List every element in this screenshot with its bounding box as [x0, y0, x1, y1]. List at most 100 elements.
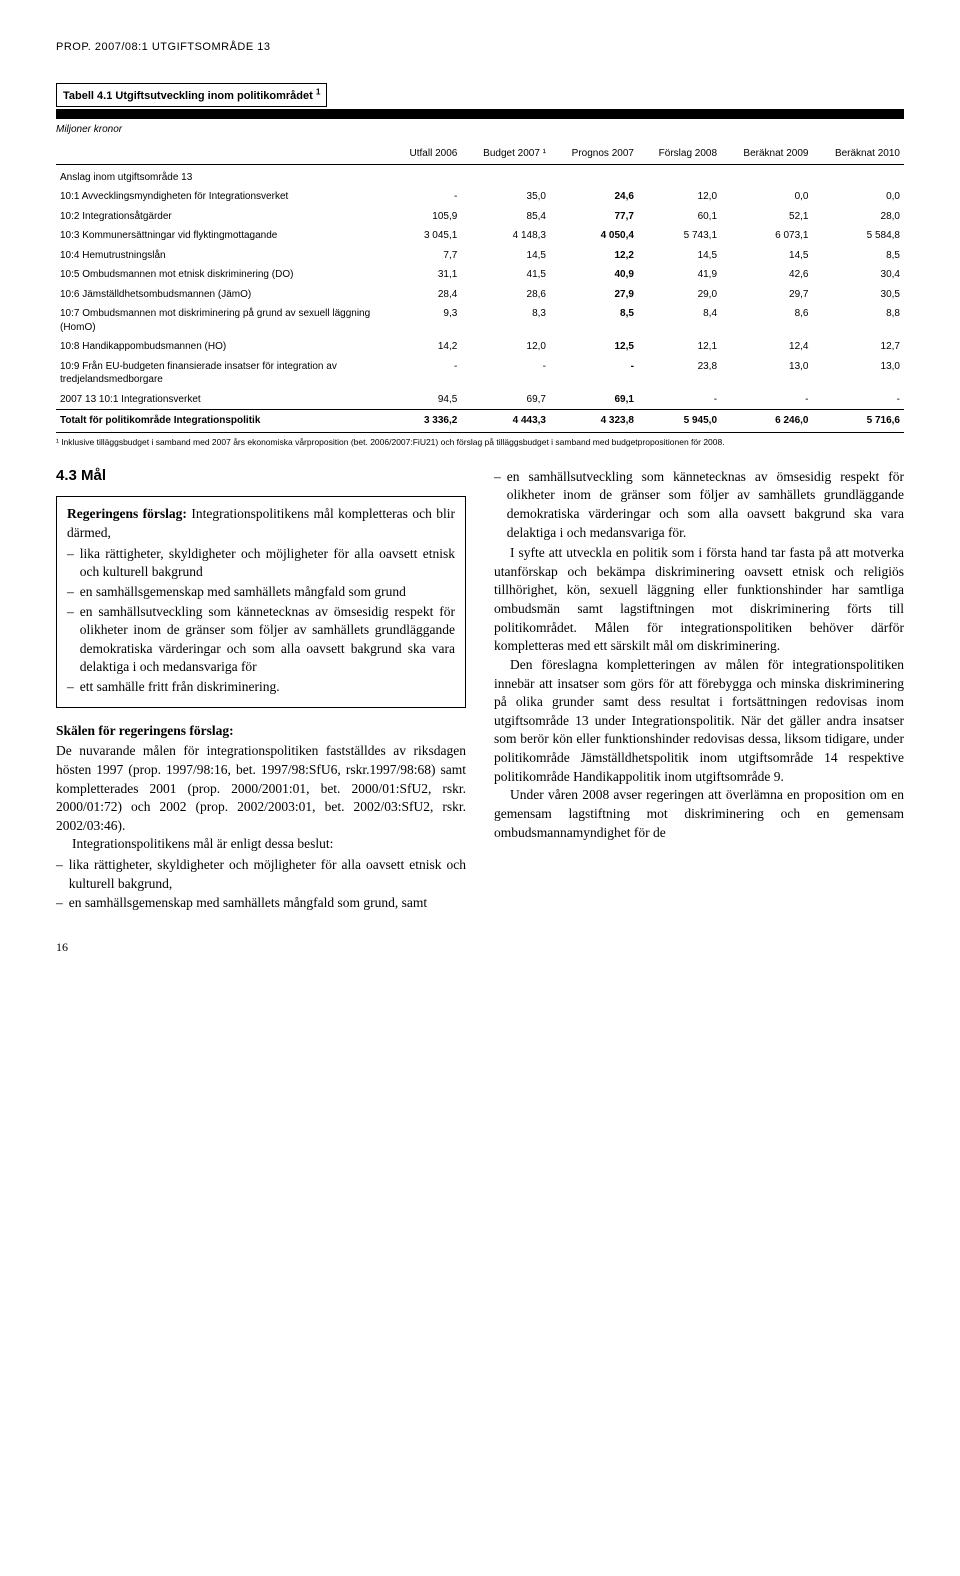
- row-value: 28,0: [812, 207, 904, 227]
- total-value: 4 443,3: [461, 410, 550, 433]
- section-label: Anslag inom utgiftsområde 13: [56, 164, 904, 187]
- dash-icon: –: [56, 894, 63, 913]
- table-row: 2007 13 10:1 Integrationsverket94,569,76…: [56, 390, 904, 410]
- bullet-text: en samhällsgemenskap med samhällets mång…: [69, 894, 427, 913]
- table-title: Tabell 4.1 Utgiftsutveckling inom politi…: [63, 90, 320, 102]
- bullet-text: en samhällsgemenskap med samhällets mång…: [80, 583, 406, 602]
- row-label: 2007 13 10:1 Integrationsverket: [56, 390, 391, 410]
- box-intro-bold: Regeringens förslag:: [67, 506, 187, 521]
- right-p1: I syfte att utveckla en politik som i fö…: [494, 544, 904, 656]
- row-value: 14,5: [461, 246, 550, 266]
- row-value: 105,9: [391, 207, 461, 227]
- row-value: -: [721, 390, 812, 410]
- row-value: 69,7: [461, 390, 550, 410]
- row-value: 41,5: [461, 265, 550, 285]
- list-item: –lika rättigheter, skyldigheter och möjl…: [67, 545, 455, 582]
- table-black-bar: [56, 109, 904, 119]
- row-value: 52,1: [721, 207, 812, 227]
- row-value: -: [461, 357, 550, 390]
- row-value: 0,0: [721, 187, 812, 207]
- row-label: 10:9 Från EU-budgeten finansierade insat…: [56, 357, 391, 390]
- dash-icon: –: [67, 583, 74, 602]
- row-value: 4 148,3: [461, 226, 550, 246]
- table-header-row: Utfall 2006 Budget 2007 ¹ Prognos 2007 F…: [56, 144, 904, 164]
- row-value: 12,5: [550, 337, 638, 357]
- total-value: 3 336,2: [391, 410, 461, 433]
- table-row: 10:5 Ombudsmannen mot etnisk diskriminer…: [56, 265, 904, 285]
- right-p2: Den föreslagna kompletteringen av målen …: [494, 656, 904, 786]
- dash-icon: –: [67, 678, 74, 697]
- table-title-wrap: Tabell 4.1 Utgiftsutveckling inom politi…: [56, 83, 327, 107]
- row-value: 41,9: [638, 265, 721, 285]
- row-value: 13,0: [721, 357, 812, 390]
- row-label: 10:5 Ombudsmannen mot etnisk diskriminer…: [56, 265, 391, 285]
- row-value: 8,8: [812, 304, 904, 337]
- row-value: 0,0: [812, 187, 904, 207]
- table-row: 10:4 Hemutrustningslån7,714,512,214,514,…: [56, 246, 904, 266]
- row-value: 28,6: [461, 285, 550, 305]
- list-item: –ett samhälle fritt från diskriminering.: [67, 678, 455, 697]
- page-header: PROP. 2007/08:1 UTGIFTSOMRÅDE 13: [56, 40, 904, 55]
- page-number: 16: [56, 939, 904, 955]
- row-value: 12,0: [638, 187, 721, 207]
- list-item: –en samhällsgemenskap med samhällets mån…: [67, 583, 455, 602]
- row-value: 12,7: [812, 337, 904, 357]
- row-value: 69,1: [550, 390, 638, 410]
- bullet-text: en samhällsutveckling som kännetecknas a…: [507, 468, 904, 543]
- row-value: 13,0: [812, 357, 904, 390]
- list-item: –en samhällsgemenskap med samhällets mån…: [56, 894, 466, 913]
- row-value: 94,5: [391, 390, 461, 410]
- row-value: 4 050,4: [550, 226, 638, 246]
- dash-icon: –: [67, 545, 74, 582]
- table-subtitle: Miljoner kronor: [56, 123, 904, 137]
- row-value: 23,8: [638, 357, 721, 390]
- table-row: 10:6 Jämställdhetsombudsmannen (JämO)28,…: [56, 285, 904, 305]
- row-value: 8,6: [721, 304, 812, 337]
- row-label: 10:3 Kommunersättningar vid flyktingmott…: [56, 226, 391, 246]
- col-header: Budget 2007 ¹: [461, 144, 550, 164]
- reasons-subhead: Skälen för regeringens förslag:: [56, 722, 466, 741]
- row-value: 14,5: [638, 246, 721, 266]
- table-footnote: ¹ Inklusive tilläggsbudget i samband med…: [56, 437, 904, 448]
- bullet-text: lika rättigheter, skyldigheter och möjli…: [80, 545, 455, 582]
- row-value: 12,0: [461, 337, 550, 357]
- expenditure-table: Utfall 2006 Budget 2007 ¹ Prognos 2007 F…: [56, 144, 904, 433]
- col-header: Beräknat 2009: [721, 144, 812, 164]
- box-intro: Regeringens förslag: Integrationspolitik…: [67, 505, 455, 542]
- row-value: 8,4: [638, 304, 721, 337]
- table-row: 10:1 Avvecklingsmyndigheten för Integrat…: [56, 187, 904, 207]
- total-value: 5 945,0: [638, 410, 721, 433]
- row-value: 14,5: [721, 246, 812, 266]
- row-value: 14,2: [391, 337, 461, 357]
- row-label: 10:7 Ombudsmannen mot diskriminering på …: [56, 304, 391, 337]
- row-value: -: [812, 390, 904, 410]
- row-value: 31,1: [391, 265, 461, 285]
- dash-icon: –: [56, 856, 63, 893]
- row-value: 3 045,1: [391, 226, 461, 246]
- row-value: 77,7: [550, 207, 638, 227]
- row-value: 35,0: [461, 187, 550, 207]
- row-value: 60,1: [638, 207, 721, 227]
- row-value: 12,4: [721, 337, 812, 357]
- left-column: 4.3 Mål Regeringens förslag: Integration…: [56, 466, 466, 915]
- total-label: Totalt för politikområde Integrationspol…: [56, 410, 391, 433]
- bullet-text: en samhällsutveckling som kännetecknas a…: [80, 603, 455, 678]
- bullet-text: ett samhälle fritt från diskriminering.: [80, 678, 280, 697]
- row-label: 10:4 Hemutrustningslån: [56, 246, 391, 266]
- bottom-bullet-list: –lika rättigheter, skyldigheter och möjl…: [56, 856, 466, 913]
- dash-icon: –: [67, 603, 74, 678]
- row-value: -: [391, 187, 461, 207]
- row-value: 6 073,1: [721, 226, 812, 246]
- table-block: Tabell 4.1 Utgiftsutveckling inom politi…: [56, 83, 904, 448]
- col-header: [56, 144, 391, 164]
- col-header: Prognos 2007: [550, 144, 638, 164]
- left-p1: De nuvarande målen för integrationspolit…: [56, 742, 466, 835]
- bullet-text: lika rättigheter, skyldigheter och möjli…: [69, 856, 466, 893]
- row-value: 7,7: [391, 246, 461, 266]
- row-value: 8,3: [461, 304, 550, 337]
- section-heading: 4.3 Mål: [56, 466, 466, 487]
- table-row: 10:8 Handikappombudsmannen (HO)14,212,01…: [56, 337, 904, 357]
- row-value: 24,6: [550, 187, 638, 207]
- list-item: –lika rättigheter, skyldigheter och möjl…: [56, 856, 466, 893]
- total-value: 5 716,6: [812, 410, 904, 433]
